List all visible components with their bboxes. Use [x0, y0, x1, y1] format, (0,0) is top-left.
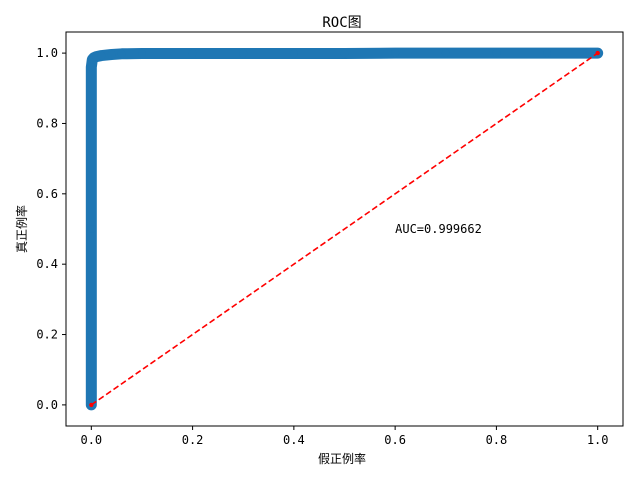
y-tick-label: 0.8	[36, 116, 58, 130]
x-tick-label: 1.0	[587, 433, 609, 447]
roc-curve-point	[391, 49, 400, 58]
roc-curve-point	[87, 119, 96, 128]
y-tick-label: 1.0	[36, 46, 58, 60]
y-tick-label: 0.2	[36, 328, 58, 342]
x-tick-label: 0.8	[486, 433, 508, 447]
x-axis: 0.0 0.2 0.4 0.6 0.8 1.0	[80, 426, 609, 447]
roc-curve-point	[107, 50, 116, 59]
chart-title: ROC图	[322, 15, 361, 31]
roc-curve-point	[441, 49, 450, 58]
roc-curve-point	[87, 225, 96, 233]
roc-curve-point	[137, 49, 146, 58]
roc-curve-point	[188, 49, 197, 58]
y-tick-label: 0.6	[36, 187, 58, 201]
x-tick-label: 0.2	[182, 433, 204, 447]
x-axis-label: 假正例率	[318, 451, 366, 466]
roc-curve-point	[340, 49, 349, 58]
axes-frame	[65, 31, 624, 427]
y-axis-label: 真正例率	[14, 205, 29, 253]
diagonal-endpoint-marker	[89, 402, 94, 408]
y-tick-label: 0.4	[36, 257, 58, 271]
x-tick-label: 0.4	[283, 433, 305, 447]
roc-curve-point	[87, 63, 96, 72]
roc-curve-point	[239, 49, 248, 58]
auc-annotation: AUC=0.999662	[395, 222, 482, 236]
x-tick-label: 0.6	[384, 433, 406, 447]
y-tick-label: 0.0	[36, 398, 58, 412]
roc-curve-point	[289, 49, 298, 58]
roc-curve-point	[492, 49, 501, 58]
y-axis: 0.0 0.2 0.4 0.6 0.8 1.0	[36, 46, 66, 412]
roc-curve-point	[87, 330, 96, 339]
plot-area: AUC=0.999662	[85, 47, 604, 411]
x-tick-label: 0.0	[80, 433, 102, 447]
roc-curve-point	[117, 49, 126, 58]
roc-curve-point	[97, 51, 106, 60]
diagonal-reference-line	[90, 52, 599, 406]
diagonal-endpoint-marker	[595, 50, 600, 56]
roc-curve-point	[543, 49, 552, 58]
